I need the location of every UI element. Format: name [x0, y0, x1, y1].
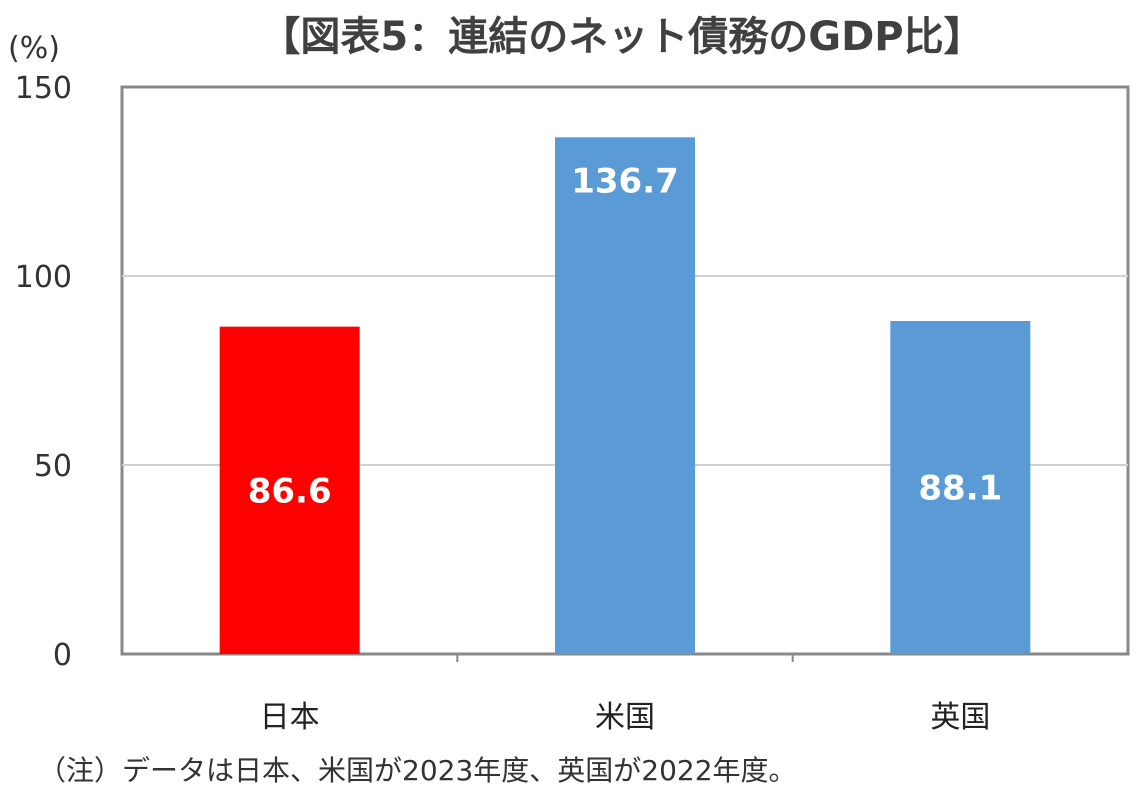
y-tick-label: 150	[15, 71, 72, 106]
data-label: 136.7	[571, 161, 679, 201]
chart-title: 【図表5：連結のネット債務のGDP比】	[260, 14, 983, 60]
x-category-label: 米国	[595, 700, 655, 735]
y-tick-label: 50	[34, 449, 72, 484]
bar	[555, 137, 695, 655]
y-tick-label: 100	[15, 260, 72, 295]
x-category-label: 日本	[260, 700, 320, 735]
x-category-label: 英国	[930, 700, 990, 735]
bar	[890, 320, 1031, 654]
data-label: 86.6	[248, 471, 332, 511]
footnote: （注）データは日本、米国が2023年度、英国が2022年度。	[38, 754, 797, 787]
y-tick-label: 0	[53, 638, 72, 673]
data-label: 88.1	[918, 468, 1002, 508]
y-axis-unit-label: (%)	[8, 31, 60, 66]
bar	[219, 326, 360, 654]
